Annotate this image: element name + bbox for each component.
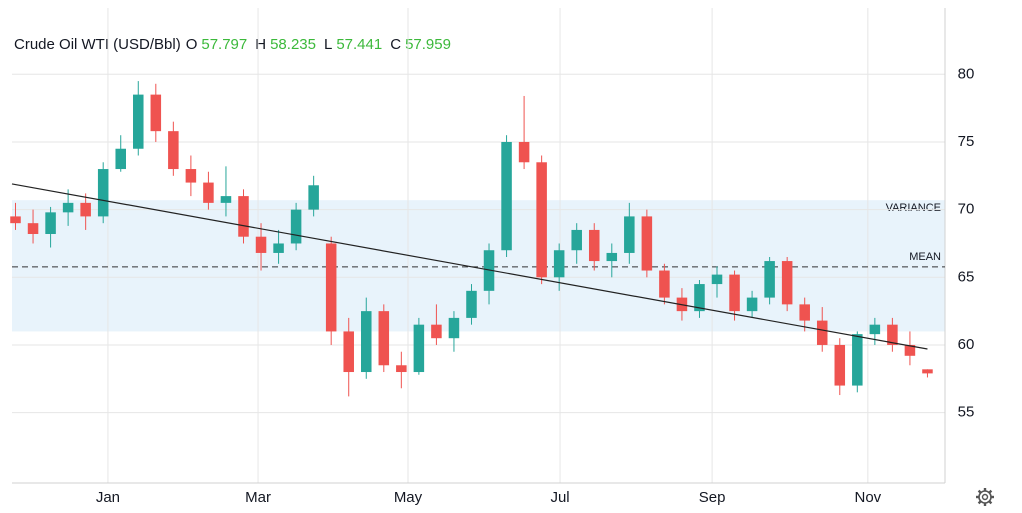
candle-body xyxy=(273,243,284,253)
header-label: O xyxy=(186,36,198,53)
y-tick-label: 55 xyxy=(958,404,975,421)
candle-body xyxy=(185,169,197,183)
candle-body xyxy=(887,324,898,345)
chart-title: Crude Oil WTI (USD/Bbl) xyxy=(14,36,181,53)
candle-body xyxy=(694,284,705,312)
y-tick-label: 65 xyxy=(958,268,975,285)
header-label: L xyxy=(324,36,332,53)
candle-body xyxy=(764,261,775,298)
candle-body xyxy=(536,162,547,278)
candle-body xyxy=(396,365,407,373)
y-tick-label: 80 xyxy=(958,65,975,82)
candle-body xyxy=(553,250,565,278)
candle-body xyxy=(711,274,723,285)
y-tick-label: 60 xyxy=(958,336,975,353)
candle-body xyxy=(203,182,214,203)
candle-body xyxy=(97,169,109,217)
candle-body xyxy=(62,202,74,213)
candle-body xyxy=(115,148,126,170)
mean-label: MEAN xyxy=(909,251,941,263)
candle-body xyxy=(360,311,372,373)
x-tick-label: Jan xyxy=(96,489,120,506)
candle-body xyxy=(431,324,442,339)
header-value: 57.797 xyxy=(201,36,247,53)
candle-body xyxy=(922,369,933,374)
y-tick-label: 75 xyxy=(958,133,975,150)
x-tick-label: Mar xyxy=(245,489,271,506)
header-value: 57.959 xyxy=(405,36,451,53)
variance-label: VARIANCE xyxy=(886,202,941,214)
header-label: C xyxy=(390,36,401,53)
candle-body xyxy=(448,317,460,339)
candle-body xyxy=(255,236,267,253)
header-value: 58.235 xyxy=(270,36,316,53)
candle-body xyxy=(133,94,144,149)
candle-body xyxy=(624,216,635,253)
candle-body xyxy=(904,344,916,356)
settings-icon[interactable] xyxy=(976,488,994,506)
candle-body xyxy=(799,304,810,321)
candle-body xyxy=(325,243,337,332)
candle-body xyxy=(466,290,477,318)
x-tick-label: Sep xyxy=(699,489,726,506)
x-tick-label: Nov xyxy=(854,489,881,506)
candle-body xyxy=(80,202,91,217)
candle-body xyxy=(290,209,302,244)
candle-body xyxy=(45,212,56,234)
candle-body xyxy=(150,94,162,132)
candle-body xyxy=(588,229,600,262)
candle-body xyxy=(659,270,670,298)
y-tick-label: 70 xyxy=(958,201,975,218)
candle-body xyxy=(606,252,618,262)
candle-body xyxy=(781,261,793,305)
candle-body xyxy=(501,141,512,251)
candle-body xyxy=(413,324,425,373)
trendline xyxy=(11,183,928,350)
candle-body xyxy=(168,131,179,170)
candle-body xyxy=(571,229,582,251)
candle-body xyxy=(729,274,740,312)
x-tick-label: May xyxy=(394,489,423,506)
candle-body xyxy=(378,311,390,366)
candle-body xyxy=(518,141,530,163)
candle-body xyxy=(852,334,863,386)
candle-body xyxy=(816,320,828,345)
candle-body xyxy=(27,223,39,234)
candle-body xyxy=(238,196,249,237)
candle-body xyxy=(343,331,354,373)
candle-body xyxy=(308,185,319,210)
candle-body xyxy=(869,324,881,335)
candle-body xyxy=(10,216,21,224)
x-tick-label: Jul xyxy=(550,489,569,506)
header-label: H xyxy=(255,36,266,53)
candle-body xyxy=(834,344,846,386)
candle-body xyxy=(746,297,758,312)
header-value: 57.441 xyxy=(336,36,382,53)
candle-body xyxy=(220,196,232,203)
candle-body xyxy=(641,216,653,271)
